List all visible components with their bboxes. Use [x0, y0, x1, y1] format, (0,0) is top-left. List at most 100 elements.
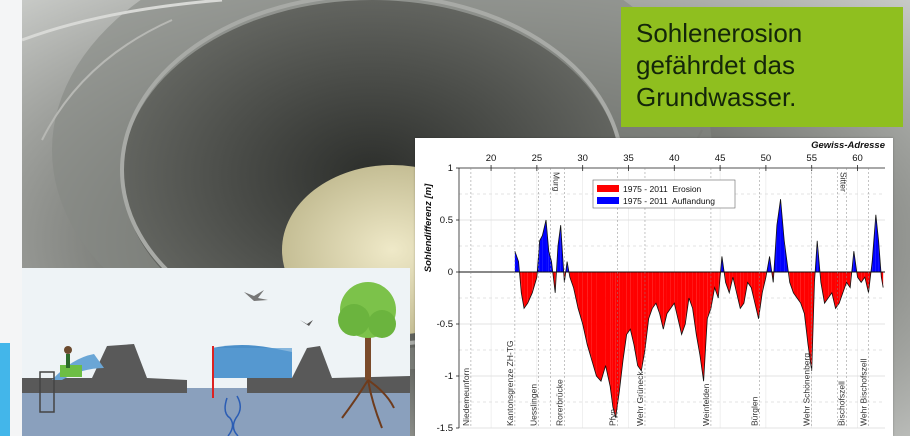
sohlendifferenz-line — [514, 199, 884, 418]
y-tick-label: -0.5 — [437, 319, 453, 330]
erosion-segment — [619, 272, 623, 392]
erosion-segment — [637, 272, 642, 371]
bottom-annotation-label: Kantonsgrenze ZH-TG — [505, 340, 515, 426]
erosion-segment — [573, 272, 579, 309]
erosion-segment — [714, 272, 719, 298]
erosion-segment — [521, 272, 525, 309]
top-axis-label: Gewiss-Adresse — [811, 140, 886, 151]
erosion-segment — [800, 272, 805, 314]
erosion-segment — [751, 272, 755, 304]
auflandung-segment — [875, 214, 879, 272]
erosion-segment — [524, 272, 528, 309]
headline-line-3: Grundwasser. — [636, 82, 797, 112]
erosion-segment — [824, 272, 829, 304]
headline-line-1: Sohlenerosion — [636, 18, 803, 48]
auflandung-segment — [551, 261, 553, 272]
erosion-segment — [659, 272, 664, 330]
erosion-segment — [685, 272, 689, 324]
erosion-segment — [601, 272, 606, 382]
erosion-segment — [857, 272, 862, 283]
erosion-segment — [652, 272, 656, 309]
top-annotation-label: Murg — [552, 172, 562, 192]
erosion-segment — [861, 272, 865, 283]
bottom-annotation-label: Wehr Schönenberg — [802, 353, 812, 426]
auflandung-segment — [557, 225, 561, 272]
auflandung-segment — [539, 235, 543, 272]
erosion-segment — [789, 272, 794, 293]
bottom-annotation-label: Wehr Bischofszell — [859, 358, 869, 426]
y-tick-label: -1.5 — [437, 423, 453, 434]
axes: 20 25 30 35 40 45 50 55 60 1 0.5 0 -0.5 -1 -1.5 — [437, 153, 885, 434]
legend-label-erosion: 1975 - 2011 Erosion — [623, 184, 702, 194]
erosion-segment — [633, 272, 638, 366]
auflandung-segment — [548, 251, 552, 272]
erosion-segment — [758, 272, 763, 319]
top-annotation-label: Sitter — [838, 172, 848, 192]
chart-panel: 20 25 30 35 40 45 50 55 60 1 0.5 0 -0.5 -1 -1.5 Murg Si… — [415, 138, 893, 436]
erosion-segment — [655, 272, 660, 314]
x-tick-label: 60 — [852, 153, 863, 164]
erosion-segment — [808, 272, 812, 371]
erosion-segment — [736, 272, 741, 309]
accent-tab — [0, 343, 10, 436]
y-tick-label: 0 — [448, 267, 453, 278]
erosion-segment — [835, 272, 840, 309]
auflandung-segment — [546, 220, 549, 272]
erosion-segment — [707, 272, 711, 319]
erosion-segment — [527, 272, 533, 304]
groundwater-cross-section-illustration — [22, 268, 410, 436]
erosion-segment — [740, 272, 744, 309]
legend-swatch-auflandung — [597, 197, 619, 204]
erosion-segment — [699, 272, 704, 382]
legend: 1975 - 2011 Erosion 1975 - 2011 Auflandu… — [592, 179, 736, 209]
erosion-segment — [630, 272, 634, 345]
erosion-segment — [743, 272, 748, 304]
erosion-segment — [793, 272, 798, 298]
erosion-segment — [666, 272, 671, 314]
bottom-annotation-label: Bürglen — [749, 396, 759, 426]
bottom-annotation-label: Bischofszell — [837, 381, 847, 426]
x-tick-label: 50 — [761, 153, 772, 164]
erosion-segment — [596, 272, 601, 382]
erosion-segment — [612, 272, 616, 418]
x-tick-label: 40 — [669, 153, 680, 164]
erosion-segment — [820, 272, 825, 304]
erosion-segment — [641, 272, 645, 371]
erosion-segment — [797, 272, 801, 304]
erosion-segment — [710, 272, 715, 309]
bottom-annotation-label: Pfyn — [607, 409, 617, 426]
y-tick-label: 0.5 — [440, 215, 453, 226]
erosion-segment — [681, 272, 686, 335]
x-tick-label: 55 — [806, 153, 817, 164]
x-tick-label: 45 — [715, 153, 726, 164]
bottom-annotation-label: Uesslingen — [529, 384, 539, 426]
erosion-segment — [804, 272, 809, 345]
erosion-segment — [688, 272, 693, 309]
bottom-annotation-label: Rorerbrücke — [554, 379, 564, 426]
bottom-annotation-label: Niedemeunforn — [461, 368, 471, 426]
erosion-segment — [670, 272, 675, 309]
erosion-segment — [569, 272, 574, 288]
bottom-annotation-label: Wehr Grüneck — [635, 371, 645, 426]
x-tick-label: 35 — [623, 153, 634, 164]
auflandung-segment — [565, 261, 568, 272]
erosion-segment — [582, 272, 588, 345]
headline-box: Sohlenerosion gefährdet das Grundwasser. — [621, 7, 903, 127]
legend-swatch-erosion — [597, 185, 619, 192]
erosion-segment — [648, 272, 653, 319]
erosion-segment — [591, 272, 597, 376]
erosion-segment — [828, 272, 832, 298]
erosion-segment — [703, 272, 708, 382]
erosion-segment — [663, 272, 667, 330]
y-axis-label: Sohlendifferenz [m] — [423, 183, 434, 272]
auflandung-segment — [769, 256, 772, 272]
auflandung-segment — [776, 199, 781, 272]
annotations: Murg Sitter Niedemeunforn Kantonsgrenze ZH-… — [461, 168, 869, 428]
headline-line-2: gefährdet das — [636, 50, 796, 80]
auflandung-segment — [815, 240, 818, 272]
y-tick-label: 1 — [448, 163, 453, 174]
erosion-segment — [692, 272, 697, 335]
bottom-annotation-label: Weinfelden — [701, 383, 711, 426]
erosion-segment — [725, 272, 730, 293]
x-tick-label: 25 — [532, 153, 543, 164]
